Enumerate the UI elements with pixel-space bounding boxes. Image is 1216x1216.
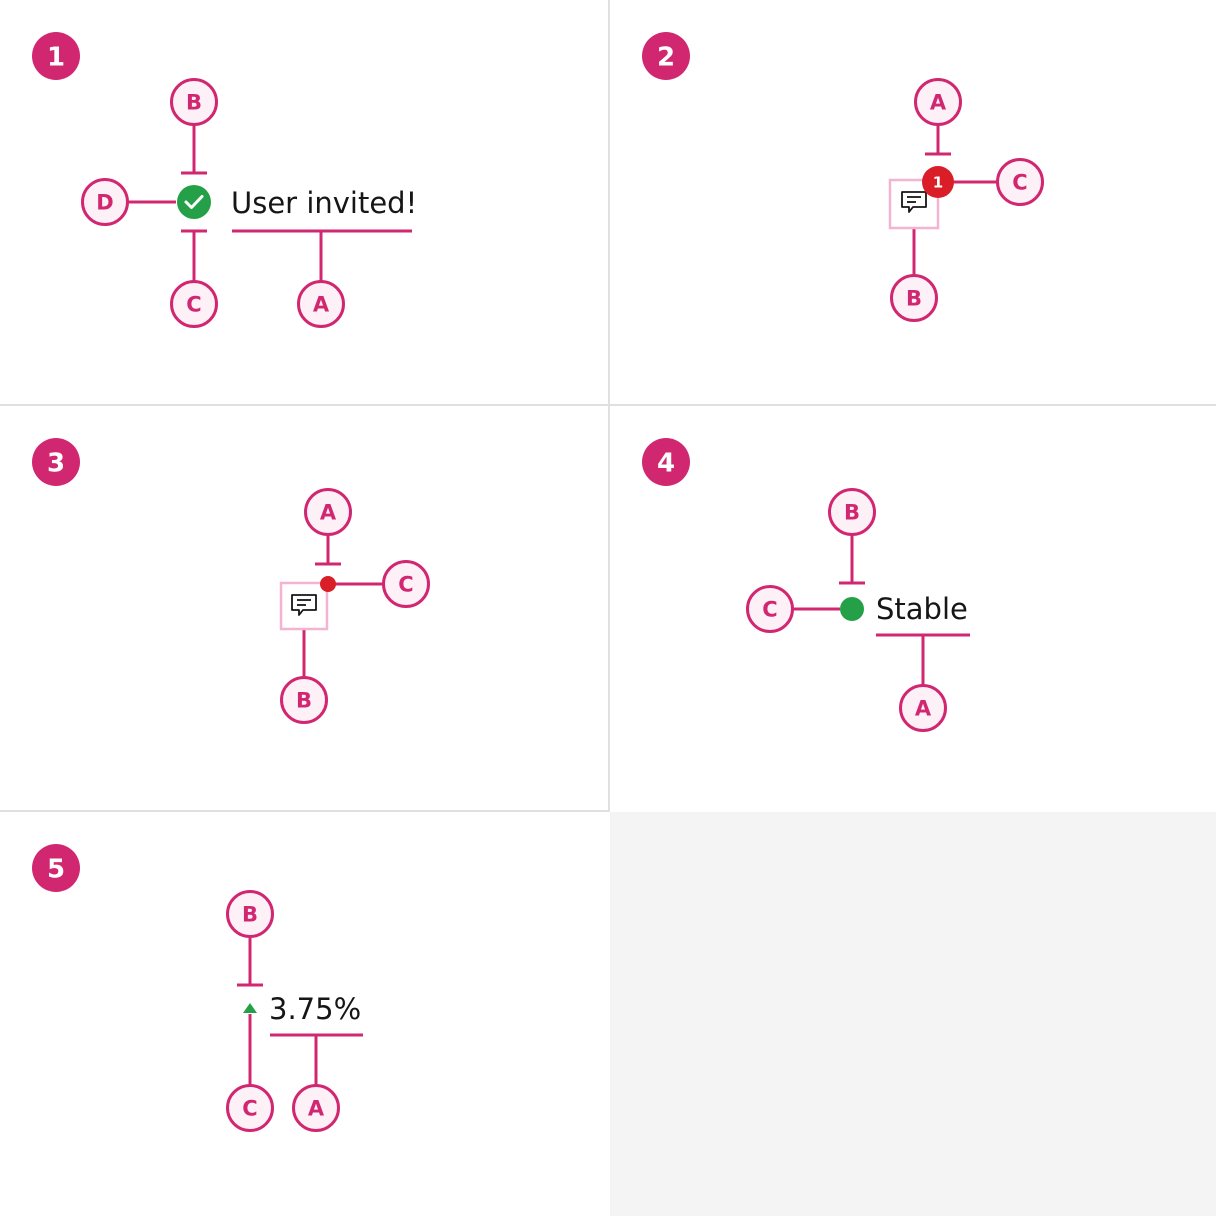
grid-divider-horizontal-1 [0,404,1216,406]
caret-up-icon [243,1003,257,1013]
svg-text:A: A [308,1097,325,1121]
panel-number: 2 [657,43,675,73]
callout-marker: A [292,1084,340,1132]
svg-text:C: C [762,598,777,622]
grid-divider-vertical [608,0,610,812]
svg-text:B: B [242,903,258,927]
panel-number-badge [32,438,80,486]
svg-text:B: B [844,501,860,525]
callout-marker: A [899,684,947,732]
callout-marker: B [890,274,938,322]
chat-icon [901,191,927,213]
status-label: Stable [876,592,968,626]
notification-dot [320,576,336,592]
callout-marker: A [304,488,352,536]
chat-icon [291,594,317,616]
panel-4 [610,406,1216,810]
callout-marker: C [996,158,1044,206]
callout-marker: D [81,178,129,226]
checkmark-filled-icon [177,185,211,219]
panel-4-annotations: 4 Stable B C A [642,438,970,732]
panel-number: 5 [47,855,65,885]
status-dot [840,597,864,621]
callout-marker: C [382,560,430,608]
panel-2-annotations: 2 1 A C B [642,32,1044,322]
panel-number: 1 [47,43,65,73]
svg-text:B: B [186,91,202,115]
grid-divider-horizontal-2 [0,810,610,812]
svg-text:C: C [398,573,413,597]
callout-marker: C [226,1084,274,1132]
panel-number-badge [32,32,80,80]
callout-marker: C [746,585,794,633]
notification-label: User invited! [231,186,417,220]
svg-text:D: D [96,191,113,215]
panel-number: 4 [657,449,675,479]
callout-marker: C [170,280,218,328]
svg-text:1: 1 [933,174,943,192]
panel-number-badge [32,844,80,892]
panel-1-annotations: 1 User invited! B D C [32,32,417,328]
svg-text:C: C [186,293,201,317]
svg-text:A: A [930,91,947,115]
svg-text:B: B [296,689,312,713]
callout-marker: B [226,890,274,938]
callout-marker: A [297,280,345,328]
panel-5 [0,812,608,1216]
svg-text:B: B [906,287,922,311]
trend-value: 3.75% [269,992,361,1026]
svg-text:A: A [320,501,337,525]
panel-5-annotations: 5 3.75% B C A [32,844,363,1132]
callout-marker: B [280,676,328,724]
notification-count-badge: 1 [922,166,954,198]
panel-number-badge [642,32,690,80]
svg-text:A: A [313,293,330,317]
svg-text:C: C [1012,171,1027,195]
callout-marker: B [170,78,218,126]
svg-text:C: C [242,1097,257,1121]
callout-marker: B [828,488,876,536]
panel-3-annotations: 3 A C B [32,438,430,724]
icon-button-outline [279,581,329,631]
panel-number-badge [642,438,690,486]
svg-text:A: A [915,697,932,721]
panel-number: 3 [47,449,65,479]
callout-marker: A [914,78,962,126]
panel-empty [610,812,1216,1216]
